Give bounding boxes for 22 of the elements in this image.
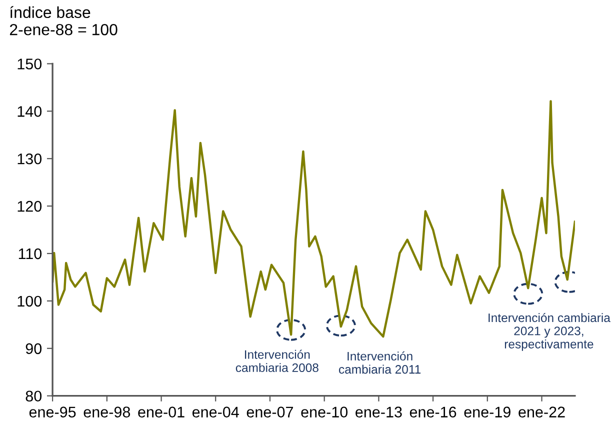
annotation: Intervención cambiaria 2011 xyxy=(338,351,421,374)
x-tick-label: ene-01 xyxy=(138,406,184,418)
annotation: Intervención cambiaria 2021 y 2023, respectivamente xyxy=(488,312,610,351)
x-tick-label: ene-98 xyxy=(84,406,130,418)
y-tick-label: 80 xyxy=(26,390,42,402)
y-axis-title: índice base 2-ene-88 = 100 xyxy=(10,6,118,36)
y-tick-label: 100 xyxy=(18,296,42,307)
x-tick-label: ene-19 xyxy=(464,406,510,418)
x-tick-label: ene-07 xyxy=(246,406,293,418)
y-tick-label: 130 xyxy=(18,153,42,164)
y-tick-label: 120 xyxy=(18,200,42,212)
x-tick-label: ene-10 xyxy=(301,406,348,418)
y-tick-label: 140 xyxy=(18,106,42,117)
x-tick-label: ene-13 xyxy=(356,406,402,418)
annotation: Intervención cambiaria 2008 xyxy=(236,350,318,372)
x-tick-label: ene-22 xyxy=(518,406,565,418)
y-tick-label: 150 xyxy=(18,58,42,70)
x-tick-label: ene-04 xyxy=(192,406,239,418)
x-tick-label: ene-95 xyxy=(29,406,76,418)
y-tick-label: 110 xyxy=(18,248,42,260)
y-tick-label: 90 xyxy=(26,343,42,354)
x-tick-label: ene-16 xyxy=(410,406,456,418)
